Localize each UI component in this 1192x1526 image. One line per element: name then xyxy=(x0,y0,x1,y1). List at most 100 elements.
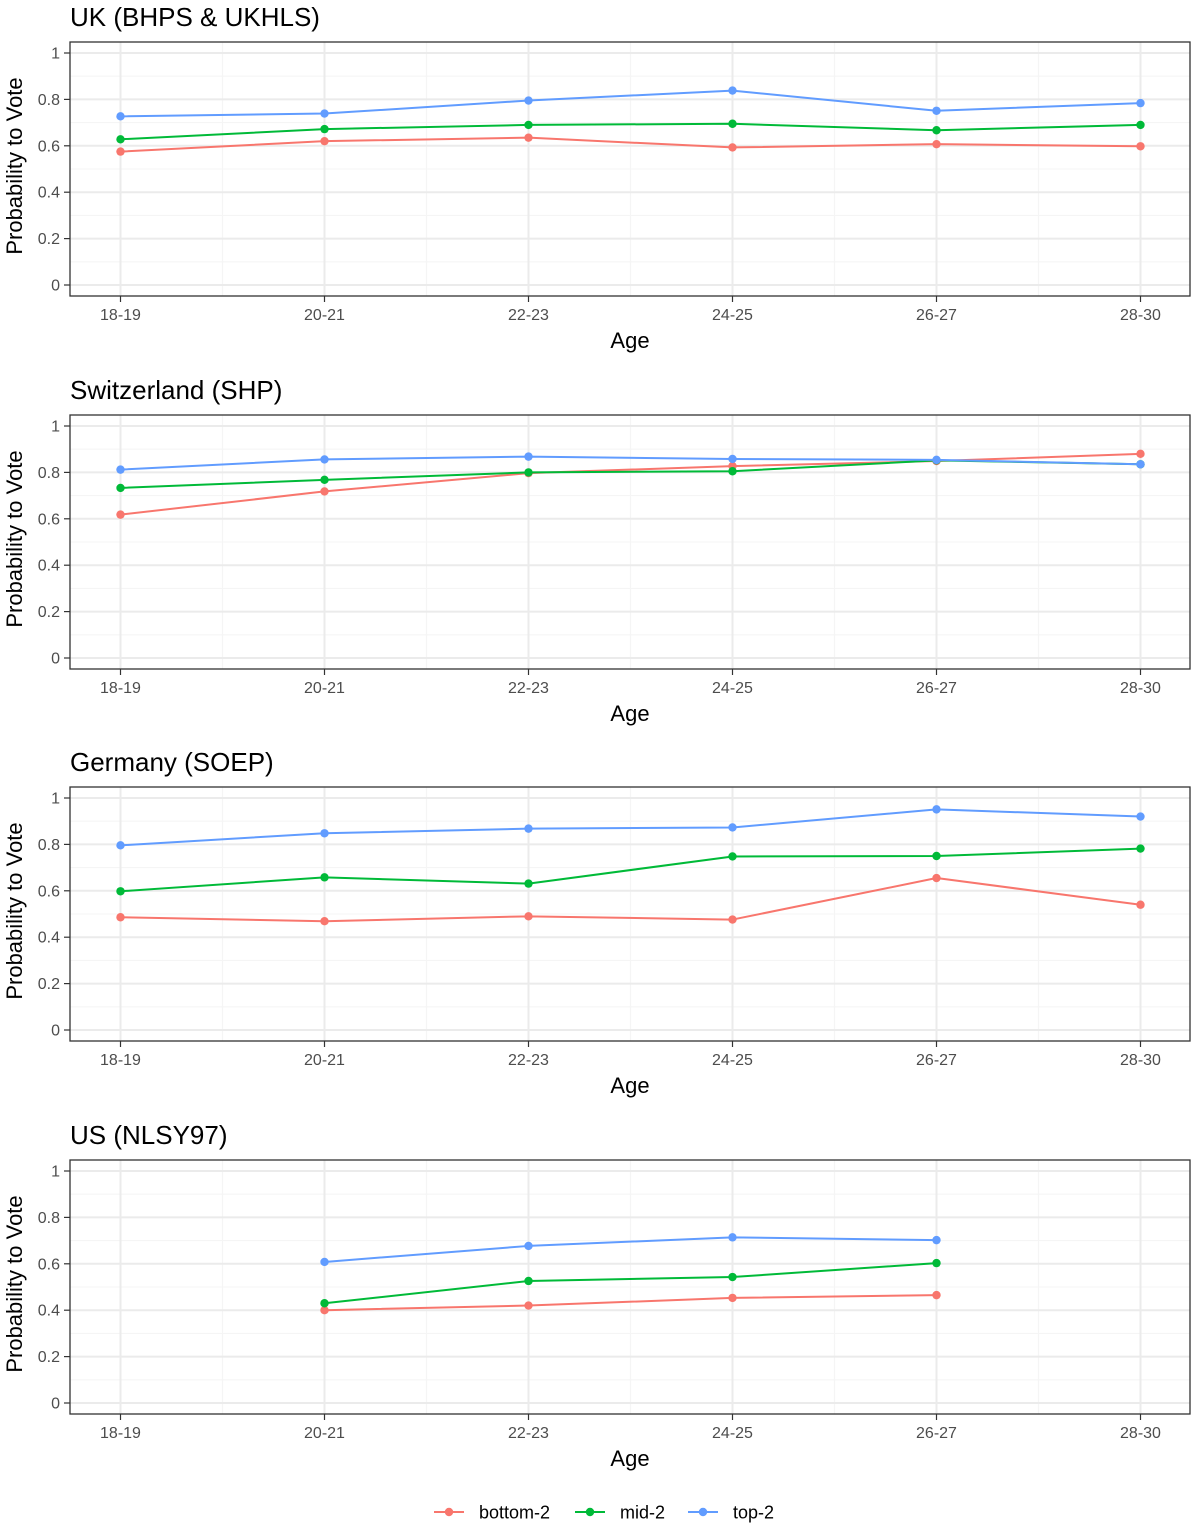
legend-label: mid-2 xyxy=(620,1503,665,1523)
x-axis-title: Age xyxy=(610,328,649,353)
data-point-top-2 xyxy=(932,455,941,465)
y-tick-label: 0.8 xyxy=(38,92,60,109)
y-tick-label: 0.2 xyxy=(38,231,60,248)
panel-title: UK (BHPS & UKHLS) xyxy=(70,2,320,32)
data-point-bottom-2 xyxy=(524,133,533,142)
data-point-top-2 xyxy=(116,465,125,474)
y-tick-label: 0.2 xyxy=(38,604,60,621)
data-point-top-2 xyxy=(932,1235,941,1245)
data-point-mid-2 xyxy=(728,467,737,476)
panel-title: US (NLSY97) xyxy=(70,1120,228,1150)
y-tick-label: 0.4 xyxy=(38,185,60,202)
data-point-mid-2 xyxy=(320,124,329,134)
x-tick-label: 28-30 xyxy=(1120,1425,1161,1442)
series-line-bottom-2 xyxy=(324,1294,937,1312)
y-tick-label: 0 xyxy=(51,1396,60,1413)
legend-label: top-2 xyxy=(733,1503,774,1523)
data-point-mid-2 xyxy=(1136,844,1145,853)
series-line-mid-2 xyxy=(324,1262,937,1305)
data-point-mid-2 xyxy=(320,873,329,882)
y-tick-label: 1 xyxy=(51,419,60,436)
y-axis-title: Probability to Vote xyxy=(2,822,27,999)
series-line-mid-2 xyxy=(120,122,1141,141)
x-tick-label: 22-23 xyxy=(508,307,549,324)
y-tick-label: 0.4 xyxy=(38,558,60,575)
data-point-top-2 xyxy=(320,455,329,464)
data-point-top-2 xyxy=(524,1241,533,1251)
panel-1: UK (BHPS & UKHLS) 0 0.2 0.4 0.6 0.8 1 18-19 20-2… xyxy=(2,2,1191,353)
x-axis-title: Age xyxy=(610,701,649,726)
data-point-mid-2 xyxy=(932,851,941,861)
x-tick-label: 22-23 xyxy=(508,680,549,697)
data-point-mid-2 xyxy=(320,1299,329,1308)
data-point-mid-2 xyxy=(116,887,125,896)
legend-item-bottom-2: bottom-2 xyxy=(434,1503,550,1523)
x-tick-label: 20-21 xyxy=(304,1052,345,1069)
data-point-mid-2 xyxy=(116,135,125,144)
data-point-mid-2 xyxy=(116,483,125,493)
y-tick-label: 1 xyxy=(51,1164,60,1181)
legend: bottom-2 mid-2 top-2 xyxy=(434,1503,774,1523)
data-point-bottom-2 xyxy=(524,1301,533,1310)
series-line-bottom-2 xyxy=(120,877,1141,923)
panel-border xyxy=(69,786,1191,1042)
series-line-bottom-2 xyxy=(120,136,1141,153)
y-tick-label: 0 xyxy=(51,651,60,668)
x-tick-label: 18-19 xyxy=(100,1052,141,1069)
data-point-top-2 xyxy=(116,841,125,850)
series-line-top-2 xyxy=(324,1236,937,1263)
data-point-top-2 xyxy=(1136,812,1145,821)
data-point-top-2 xyxy=(932,805,941,814)
y-tick-label: 0.4 xyxy=(38,930,60,947)
data-point-bottom-2 xyxy=(116,913,125,922)
x-tick-label: 28-30 xyxy=(1120,307,1161,324)
data-point-top-2 xyxy=(320,1257,329,1267)
legend-item-mid-2: mid-2 xyxy=(575,1503,665,1523)
data-point-top-2 xyxy=(1136,98,1145,108)
data-point-top-2 xyxy=(320,829,329,838)
x-axis-title: Age xyxy=(610,1073,649,1098)
data-point-mid-2 xyxy=(932,1258,941,1268)
legend-item-top-2: top-2 xyxy=(688,1503,774,1523)
x-tick-label: 20-21 xyxy=(304,680,345,697)
y-tick-label: 0.8 xyxy=(38,465,60,482)
series-line-top-2 xyxy=(120,89,1141,118)
panel-3: Germany (SOEP) 0 0.2 0.4 0.6 0.8 1 18-19 20-21 22… xyxy=(2,747,1191,1098)
data-point-mid-2 xyxy=(320,475,329,485)
data-point-bottom-2 xyxy=(728,915,737,924)
y-tick-label: 0.2 xyxy=(38,1349,60,1366)
data-point-bottom-2 xyxy=(320,1306,329,1315)
data-point-bottom-2 xyxy=(524,912,533,921)
y-tick-label: 0.8 xyxy=(38,1210,60,1227)
y-axis-title: Probability to Vote xyxy=(2,77,27,254)
data-point-top-2 xyxy=(932,106,941,115)
y-tick-label: 0.6 xyxy=(38,511,60,528)
x-tick-label: 28-30 xyxy=(1120,680,1161,697)
data-point-bottom-2 xyxy=(1136,142,1145,151)
data-point-top-2 xyxy=(1136,460,1145,469)
x-tick-label: 26-27 xyxy=(916,307,957,324)
data-point-mid-2 xyxy=(524,120,533,130)
panel-4: US (NLSY97) 0 0.2 0.4 0.6 0.8 1 18-19 20-21 22-23… xyxy=(2,1120,1191,1471)
x-tick-label: 24-25 xyxy=(712,1052,753,1069)
x-axis-title: Age xyxy=(610,1446,649,1471)
panel-border xyxy=(69,1159,1191,1415)
panel-title: Switzerland (SHP) xyxy=(70,375,282,405)
data-point-top-2 xyxy=(116,112,125,121)
x-tick-label: 28-30 xyxy=(1120,1052,1161,1069)
series-line-mid-2 xyxy=(120,847,1141,893)
data-point-top-2 xyxy=(524,824,533,833)
series-line-top-2 xyxy=(120,808,1141,847)
y-tick-label: 0.6 xyxy=(38,138,60,155)
data-point-top-2 xyxy=(728,454,737,464)
data-point-mid-2 xyxy=(524,468,533,477)
data-point-bottom-2 xyxy=(932,139,941,149)
x-tick-label: 18-19 xyxy=(100,1425,141,1442)
x-tick-label: 22-23 xyxy=(508,1425,549,1442)
panel-title: Germany (SOEP) xyxy=(70,747,274,777)
data-point-mid-2 xyxy=(524,1276,533,1286)
y-tick-label: 0.6 xyxy=(38,883,60,900)
x-tick-label: 20-21 xyxy=(304,307,345,324)
data-point-mid-2 xyxy=(728,119,737,128)
panel-2: Switzerland (SHP) 0 0.2 0.4 0.6 0.8 1 18-19 20-2… xyxy=(2,375,1191,726)
